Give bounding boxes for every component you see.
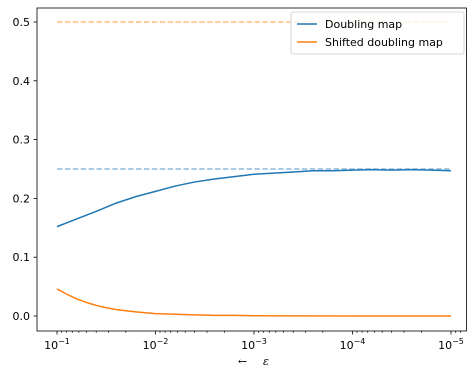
x-axis-arrow: ←: [238, 355, 247, 366]
y-tick-label-3: 0.3: [13, 134, 31, 147]
y-tick-label-0: 0.0: [13, 310, 31, 323]
legend-label-2: Shifted doubling map: [325, 36, 443, 49]
legend-box: [290, 11, 465, 55]
x-tick-label-4: 10−5: [438, 337, 464, 352]
x-tick-label-0: 10−1: [44, 337, 70, 352]
x-tick-label-3: 10−4: [340, 337, 366, 352]
series-line-1: [56, 168, 452, 228]
legend-label-1: Doubling map: [325, 18, 402, 31]
legend: Doubling map Shifted doubling map: [290, 11, 465, 55]
y-tick-label-4: 0.4: [13, 75, 31, 88]
x-tick-label-2: 10−3: [241, 337, 267, 352]
series-line-2: [56, 288, 451, 317]
y-tick-label-5: 0.5: [13, 16, 31, 29]
x-axis-label: ε: [263, 355, 269, 366]
plot-area: [56, 21, 452, 317]
y-tick-label-2: 0.2: [13, 192, 31, 205]
x-tick-label-1: 10−2: [143, 337, 169, 352]
y-tick-label-1: 0.1: [13, 251, 31, 264]
